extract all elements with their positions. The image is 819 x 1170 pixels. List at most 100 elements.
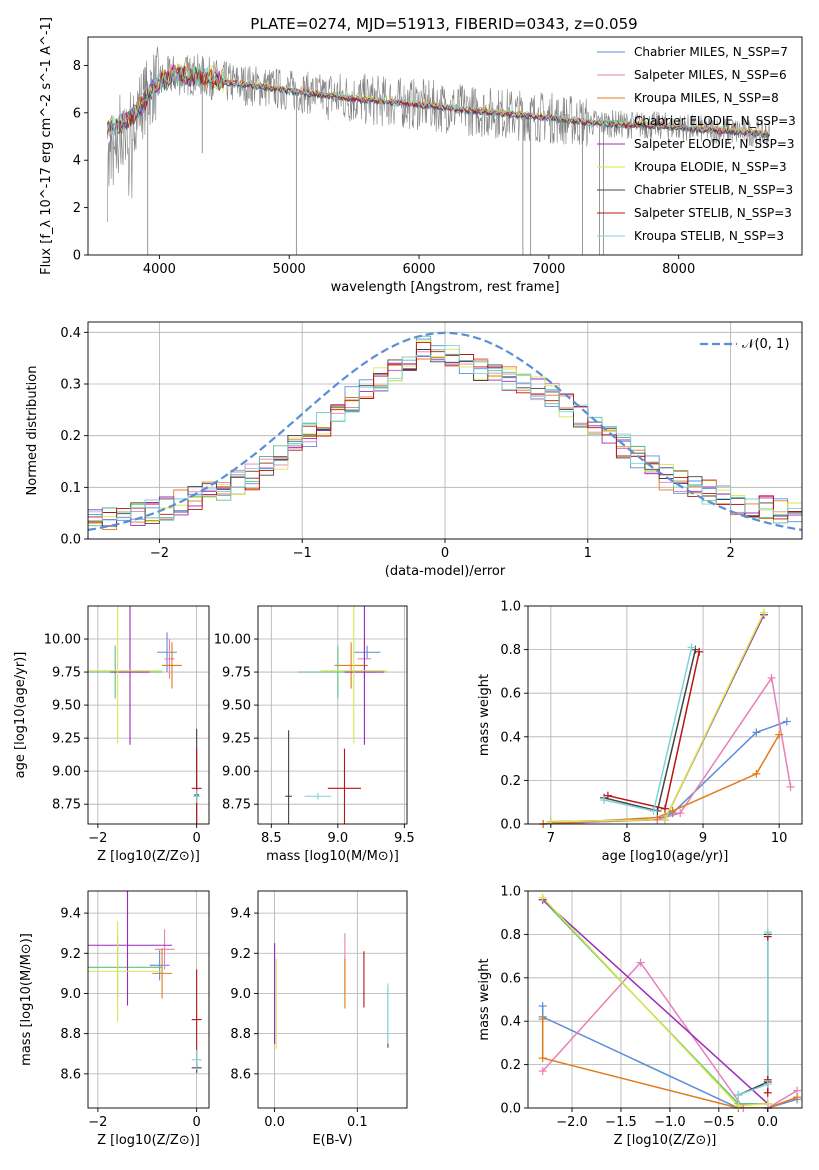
x-tick-label: −2 xyxy=(88,831,107,846)
y-tick-label: 9.75 xyxy=(222,666,251,681)
x-tick-label: 6000 xyxy=(402,262,435,277)
y-tick-label: 0.2 xyxy=(500,1058,521,1073)
plot-area xyxy=(274,933,389,1049)
x-axis-label: Z [log10(Z/Z⊙)] xyxy=(97,849,200,864)
y-tick-label: 9.4 xyxy=(230,907,251,922)
chart-weight_vs_age: 7 8 9 10 0.0 0.2 0.4 0.6 0.8 1.0 age [log10(age/yr… xyxy=(477,600,803,864)
legend-label-chabrier_elodie: Chabrier ELODIE, N_SSP=3 xyxy=(634,114,796,128)
axes-frame xyxy=(257,890,408,1109)
model-line-kroupa_stelib xyxy=(107,63,770,136)
x-tick-label: 0 xyxy=(193,831,201,846)
y-tick-label: 9.25 xyxy=(52,732,81,747)
y-tick-label: 9.0 xyxy=(230,987,251,1002)
x-tick-label: 5000 xyxy=(273,262,306,277)
x-tick-label: 0.0 xyxy=(757,1115,778,1130)
x-axis-label: Z [log10(Z/Z⊙)] xyxy=(97,1133,200,1148)
x-tick-label: 9.0 xyxy=(327,831,348,846)
legend-label-chabrier_miles: Chabrier MILES, N_SSP=7 xyxy=(634,45,788,59)
y-tick-label: 0.2 xyxy=(500,774,521,789)
x-axis-label: (data-model)/error xyxy=(385,564,506,579)
axes-frame xyxy=(257,605,408,825)
x-axis-label: age [log10(age/yr)] xyxy=(602,849,729,864)
y-tick-label: 9.75 xyxy=(52,666,81,681)
weight-line-salpeter_elodie xyxy=(542,899,769,1108)
y-tick-label: 9.2 xyxy=(230,947,251,962)
y-axis-label: age [log10(age/yr)] xyxy=(13,652,28,779)
weight-line-chabrier_stelib xyxy=(738,934,769,1096)
chart-spectrum: Chabrier MILES, N_SSP=7 Salpeter MILES, N… xyxy=(39,17,803,295)
y-tick-label: 10.00 xyxy=(214,633,251,648)
x-tick-label: 2 xyxy=(726,546,734,561)
y-tick-label: 0.4 xyxy=(500,1015,521,1030)
plot-area xyxy=(88,606,202,824)
y-tick-label: 1.0 xyxy=(500,600,521,615)
x-tick-label: −0.5 xyxy=(703,1115,735,1130)
y-tick-label: 9.0 xyxy=(60,987,81,1002)
y-tick-label: 0.1 xyxy=(60,481,81,496)
y-tick-label: 8.8 xyxy=(60,1027,81,1042)
legend-label-salpeter_stelib: Salpeter STELIB, N_SSP=3 xyxy=(634,206,792,220)
y-tick-label: 0.2 xyxy=(60,429,81,444)
y-tick-label: 9.00 xyxy=(52,765,81,780)
weight-line-kroupa_miles xyxy=(541,1019,798,1108)
y-axis-label: mass [log10(M/M⊙)] xyxy=(19,933,34,1066)
x-tick-label: −1 xyxy=(293,546,312,561)
y-tick-label: 0.8 xyxy=(500,928,521,943)
x-axis-label: Z [log10(Z/Z⊙)] xyxy=(614,1133,717,1148)
y-axis-label: Normed distribution xyxy=(25,366,40,496)
legend-label-kroupa_stelib: Kroupa STELIB, N_SSP=3 xyxy=(634,229,784,243)
y-tick-label: 8 xyxy=(73,59,81,74)
y-axis-label: mass weight xyxy=(477,674,492,756)
y-tick-label: 0.0 xyxy=(60,533,81,548)
y-axis-label: Flux [f_λ 10^-17 erg cm^-2 s^-1 A^-1] xyxy=(39,17,54,275)
y-tick-label: 1.0 xyxy=(500,885,521,900)
x-tick-label: 1 xyxy=(584,546,592,561)
y-tick-label: 2 xyxy=(73,201,81,216)
x-axis-label: E(B-V) xyxy=(312,1133,352,1148)
y-tick-label: 4 xyxy=(73,154,81,169)
x-tick-label: 0.0 xyxy=(264,1115,285,1130)
plot-area xyxy=(107,46,770,255)
x-tick-label: 8.5 xyxy=(261,831,282,846)
x-tick-label: 9.5 xyxy=(394,831,415,846)
y-tick-label: 6 xyxy=(73,106,81,121)
y-tick-label: 0.4 xyxy=(500,730,521,745)
axes-frame xyxy=(527,890,803,1109)
weight-line-kroupa_stelib xyxy=(603,647,693,812)
weight-line-salpeter_elodie xyxy=(550,614,765,823)
y-tick-label: 8.6 xyxy=(60,1067,81,1082)
x-tick-label: −1.5 xyxy=(605,1115,637,1130)
x-tick-label: 8000 xyxy=(662,262,695,277)
chart-mass_vs_Z: −2 0 8.6 8.8 9.0 9.2 9.4 Z [log10(Z/Z⊙)] mass [l… xyxy=(19,890,210,1148)
x-tick-label: 8 xyxy=(623,831,631,846)
weight-line-salpeter_miles xyxy=(542,961,798,1108)
x-tick-label: −2 xyxy=(88,1115,107,1130)
legend-label-kroupa_elodie: Kroupa ELODIE, N_SSP=3 xyxy=(634,160,787,174)
legend-label-normal: 𝒩(0, 1) xyxy=(742,337,789,352)
weight-line-kroupa_stelib xyxy=(738,932,769,1096)
x-tick-label: −2 xyxy=(150,546,169,561)
y-tick-label: 9.50 xyxy=(52,699,81,714)
chart-mass_vs_ebv: 0.0 0.1 8.6 8.8 9.0 9.2 9.4 E(B-V) xyxy=(230,890,408,1148)
x-tick-label: 7000 xyxy=(532,262,565,277)
y-tick-label: 8.6 xyxy=(230,1067,251,1082)
legend-label-salpeter_miles: Salpeter MILES, N_SSP=6 xyxy=(634,68,787,82)
weight-line-chabrier_elodie xyxy=(550,614,765,823)
y-tick-label: 9.4 xyxy=(60,907,81,922)
x-axis-label: wavelength [Angstrom, rest frame] xyxy=(331,280,560,295)
chart-residuals: 𝒩(0, 1) −2 −1 0 1 2 0.0 0.1 0.2 0.3 0.4 (data-model… xyxy=(25,321,803,579)
weight-line-kroupa_elodie xyxy=(550,612,765,823)
x-tick-label: 0.1 xyxy=(347,1115,368,1130)
y-tick-label: 0.3 xyxy=(60,378,81,393)
x-tick-label: 4000 xyxy=(143,262,176,277)
legend-label-kroupa_miles: Kroupa MILES, N_SSP=8 xyxy=(634,91,779,105)
x-tick-label: −2.0 xyxy=(556,1115,588,1130)
x-tick-label: 9 xyxy=(699,831,707,846)
chart-age_vs_mass: 8.5 9.0 9.5 8.75 9.00 9.25 9.50 9.75 10.00 mass [… xyxy=(214,605,415,864)
y-tick-label: 0.6 xyxy=(500,971,521,986)
plot-area xyxy=(285,606,388,824)
y-tick-label: 0.8 xyxy=(500,643,521,658)
y-tick-label: 9.00 xyxy=(222,765,251,780)
figure-title: PLATE=0274, MJD=51913, FIBERID=0343, z=0… xyxy=(250,15,637,33)
y-tick-label: 0.0 xyxy=(500,1102,521,1117)
